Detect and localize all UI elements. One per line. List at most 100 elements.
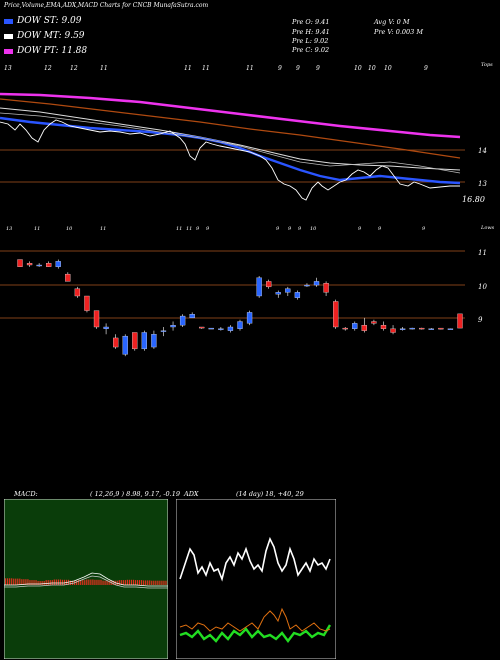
ema-top-labels: 13 12 12 11 11 11 11 9 9 9 10 10 10 9 (4, 65, 428, 72)
candle-body (199, 326, 205, 329)
candle-body (294, 292, 301, 298)
macd-histogram-bar (100, 579, 102, 585)
candle-body (390, 328, 396, 333)
ema-top-label: 11 (100, 65, 108, 72)
legend-dow-st: DOW ST: 9.09 (4, 16, 82, 26)
macd-panel (4, 499, 168, 659)
macd-histogram-bar (132, 579, 135, 585)
candle-body (17, 259, 23, 267)
candle-top-label: 11 (34, 226, 40, 232)
macd-histogram-bar (161, 580, 163, 585)
candle-body (361, 325, 367, 331)
legend-swatch-mt-icon (4, 33, 13, 39)
candle-top-label: 9 (196, 226, 200, 232)
candle-top-label: 11 (176, 226, 182, 232)
macd-histogram-bar (69, 580, 72, 585)
macd-histogram-bar (37, 581, 39, 585)
candle-y-label-9: 9 (478, 316, 483, 324)
macd-histogram-bar (94, 579, 96, 585)
legend-dow-st-label: DOW ST: 9.09 (17, 16, 82, 26)
pre-high: Pre H: 9.41 (292, 28, 330, 36)
macd-background (4, 499, 168, 659)
candle-top-label: 9 (298, 226, 302, 232)
candle-body (313, 281, 320, 286)
ema-top-label: 11 (202, 65, 210, 72)
last-price-label: 16.80 (462, 195, 485, 204)
macd-histogram-bar (138, 580, 141, 585)
macd-histogram-bar (130, 579, 133, 585)
ema-price-panel: Tops 14 13 16.80 13 12 12 11 11 11 11 9 9 9 10 10 10… (0, 62, 493, 204)
macd-histogram-bar (120, 580, 122, 585)
candle-body (132, 332, 138, 350)
macd-signal-line (4, 575, 168, 589)
pre-open: Pre O: 9.41 (292, 18, 330, 26)
candle-body (447, 328, 454, 330)
ema-top-label: 10 (354, 65, 362, 72)
ema-y-label-14: 14 (478, 147, 487, 155)
orange-ema-line (0, 98, 461, 159)
macd-histogram-bar (116, 580, 118, 585)
macd-line (4, 572, 168, 587)
candle-body (74, 288, 81, 297)
candle-y-label-10: 10 (478, 283, 487, 291)
candle-body (342, 327, 348, 330)
macd-histogram-bar (136, 580, 139, 585)
macd-histogram-bar (11, 578, 13, 585)
candles (17, 259, 463, 357)
candle-body (151, 334, 157, 348)
macd-histogram-bar (118, 580, 120, 585)
pre-volume: Pre V: 0.003 M (374, 28, 424, 36)
candle-body (65, 273, 71, 282)
macd-histogram-bar (51, 580, 53, 585)
macd-histogram-bar (112, 580, 114, 585)
candle-body (333, 301, 339, 328)
ema-top-label: 12 (70, 65, 78, 72)
candle-top-label: 10 (66, 226, 73, 232)
macd-histogram-bar (15, 578, 17, 585)
ema-top-label: 10 (384, 65, 392, 72)
candle-body (323, 283, 329, 293)
macd-histogram-bar (90, 579, 92, 585)
candle-body (352, 323, 358, 329)
dow-mt-lower-line (0, 112, 461, 174)
candle-body (246, 312, 253, 324)
macd-histogram-bar (86, 579, 88, 585)
candle-body (256, 277, 262, 297)
macd-histogram-bar (147, 580, 149, 585)
macd-histogram-bar (43, 581, 45, 585)
macd-histogram-bar (98, 579, 100, 585)
macd-histogram-bar (35, 580, 37, 585)
macd-histogram-bar (13, 578, 15, 585)
macd-histogram-bar (49, 580, 51, 585)
candle-body (380, 325, 387, 329)
ema-top-label: 9 (296, 65, 300, 72)
candle-top-labels: 13 11 10 11 11 11 9 9 9 9 9 10 9 9 9 (6, 226, 426, 232)
macd-histogram-bar (84, 580, 86, 585)
candle-body (304, 284, 310, 287)
candle-body (208, 327, 214, 330)
macd-values: ( 12,26,9 ) 8.98, 9.17, -0.19 (90, 490, 180, 498)
macd-histogram-bar (141, 580, 143, 585)
legend-swatch-pt-icon (4, 48, 13, 54)
macd-histogram-bar (108, 580, 110, 585)
macd-histogram-bar (82, 580, 84, 585)
candle-body (218, 328, 224, 330)
dow-pt-line (0, 92, 461, 139)
macd-histogram-bar (104, 580, 106, 585)
candle-body (26, 263, 33, 266)
macd-histogram-bar (92, 579, 94, 585)
macd-histogram-bar (47, 580, 49, 585)
candle-body (170, 325, 176, 328)
adx-line (179, 536, 331, 582)
price-line (0, 119, 460, 201)
candle-body (113, 337, 119, 348)
plus-di-line (179, 624, 332, 643)
macd-histogram-bar (106, 580, 108, 585)
macd-histogram-bar (149, 580, 151, 585)
candle-body (55, 261, 61, 267)
candle-body (93, 310, 100, 328)
macd-histogram-bar (25, 579, 27, 585)
ema-top-label: 12 (44, 65, 52, 72)
candle-body (103, 326, 109, 329)
